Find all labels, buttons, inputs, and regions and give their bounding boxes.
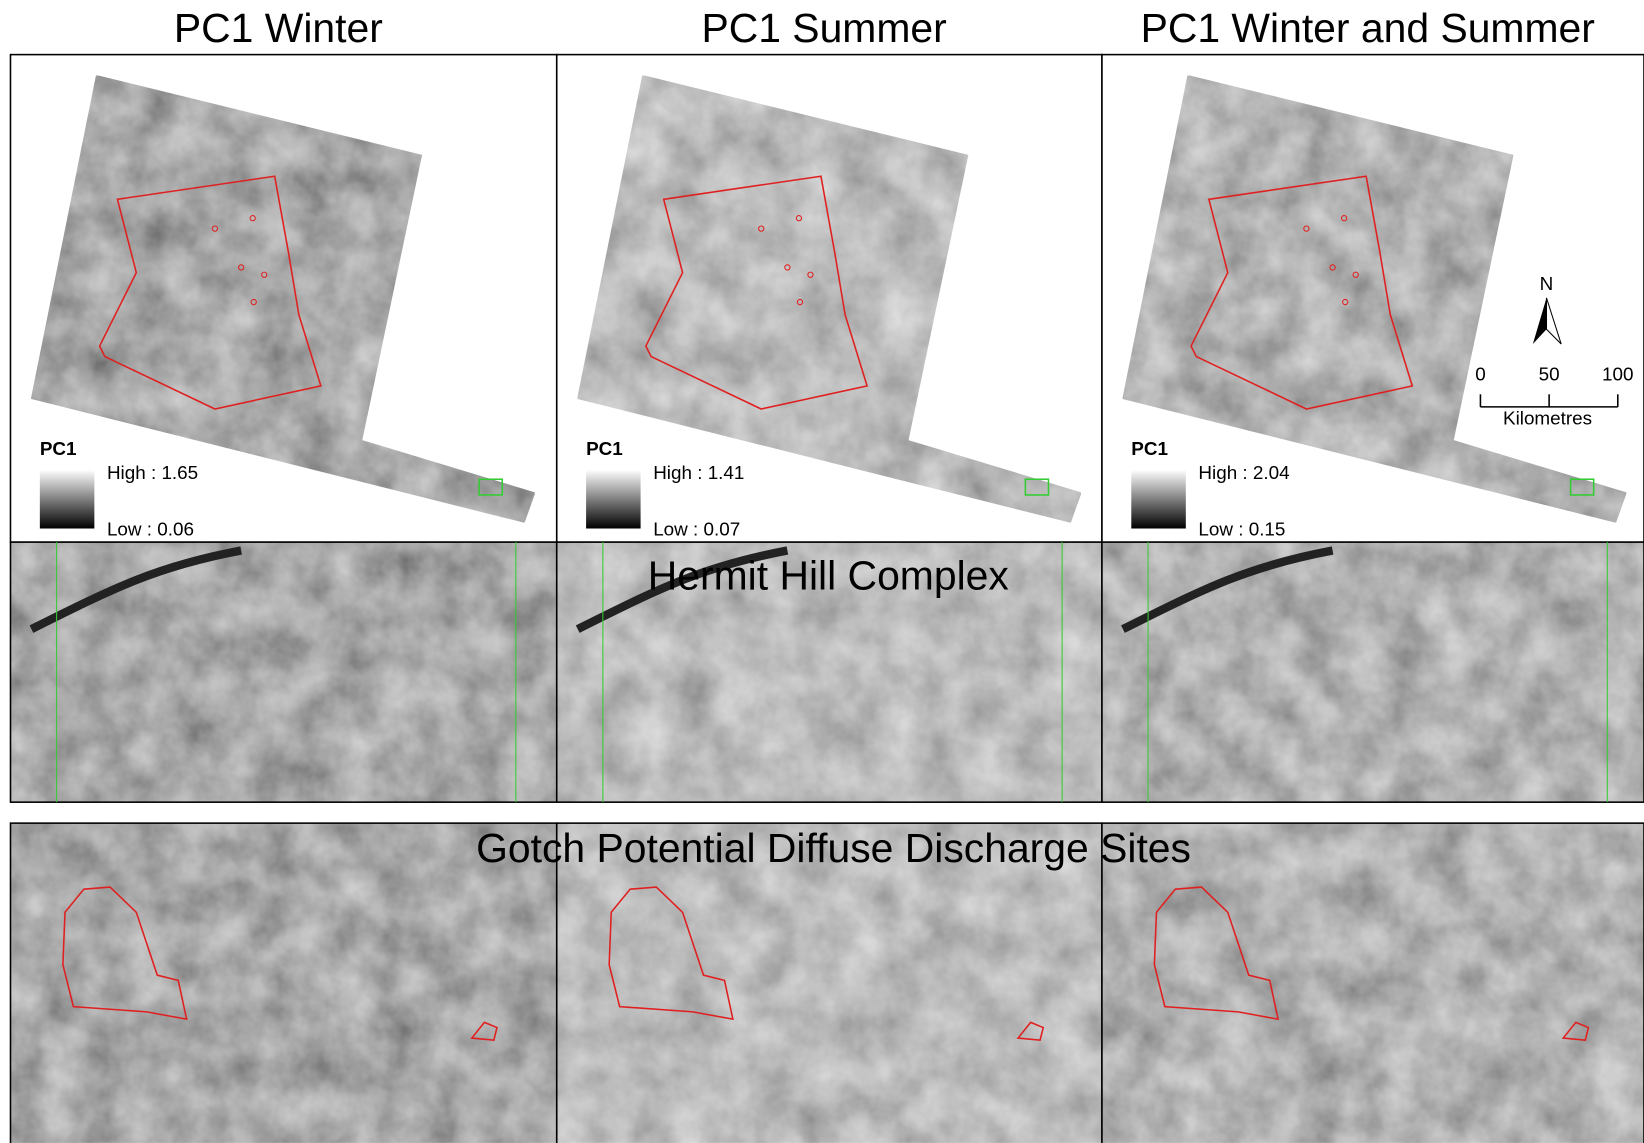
legend-title: PC1 [40, 438, 77, 459]
legend-ramp [40, 470, 95, 529]
legend-low: Low : 0.06 [107, 519, 194, 540]
panels: PC1 Winter PC1 High : 1.65 Low : 0.06 PC1 Su… [10, 5, 1644, 1143]
zoom-title: Gotch Potential Diffuse Discharge Sites [476, 825, 1191, 871]
zoom-image [10, 823, 556, 1143]
zoom-title: Hermit Hill Complex [648, 552, 1009, 598]
legend-high: High : 1.65 [107, 462, 198, 483]
legend-title: PC1 [1131, 438, 1168, 459]
figure: PC1 Winter PC1 High : 1.65 Low : 0.06 PC1 Su… [0, 0, 1644, 1143]
zoom-image [1102, 823, 1644, 1143]
panel-title: PC1 Summer [701, 5, 946, 51]
legend-high: High : 1.41 [653, 462, 744, 483]
legend-low: Low : 0.15 [1198, 519, 1285, 540]
scale-tick-label: 50 [1539, 363, 1560, 384]
panel-title: PC1 Winter [174, 5, 383, 51]
scale-tick-label: 0 [1475, 363, 1486, 384]
scale-tick-label: 100 [1602, 363, 1633, 384]
legend-ramp [586, 470, 641, 529]
scale-unit: Kilometres [1503, 407, 1592, 428]
north-label: N [1540, 273, 1554, 294]
legend-title: PC1 [586, 438, 623, 459]
zoom-image [10, 542, 556, 802]
legend-low: Low : 0.07 [653, 519, 740, 540]
legend-ramp [1131, 470, 1186, 529]
legend-high: High : 2.04 [1198, 462, 1289, 483]
page: {"titles": ["PC1 Winter", "PC1 Summer", … [0, 0, 1644, 1143]
zoom-image [557, 823, 1102, 1143]
zoom-image [1102, 542, 1644, 802]
panel-title: PC1 Winter and Summer [1141, 5, 1595, 51]
